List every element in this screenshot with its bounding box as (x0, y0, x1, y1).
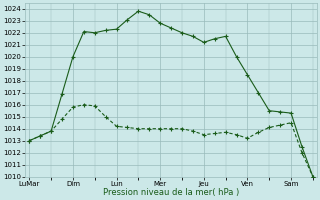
X-axis label: Pression niveau de la mer( hPa ): Pression niveau de la mer( hPa ) (103, 188, 239, 197)
